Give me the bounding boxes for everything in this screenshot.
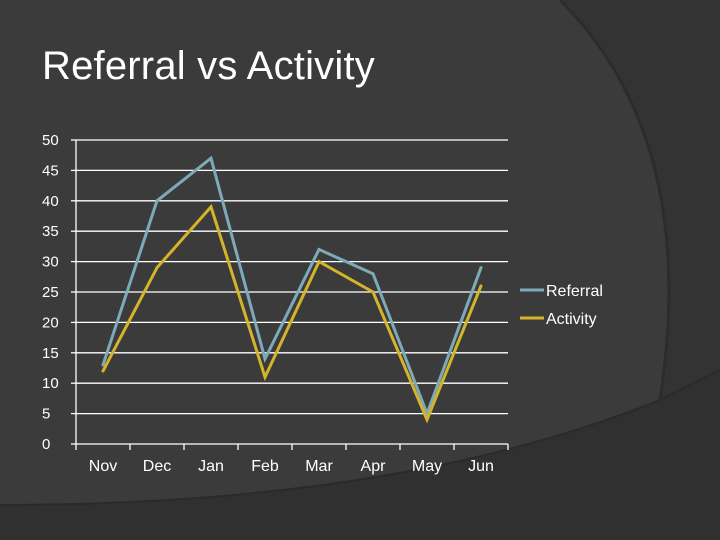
data-point-referral-jun bbox=[479, 266, 483, 270]
y-tick-label: 5 bbox=[42, 406, 50, 423]
y-tick-label: 0 bbox=[42, 436, 50, 453]
legend-label-referral: Referral bbox=[546, 283, 603, 300]
y-tick-label: 45 bbox=[42, 162, 59, 179]
y-tick-label: 50 bbox=[42, 132, 59, 149]
y-tick-label: 25 bbox=[42, 284, 59, 301]
data-point-activity-jun bbox=[479, 284, 483, 288]
series-line-activity bbox=[101, 203, 483, 424]
data-point-activity-mar bbox=[317, 260, 321, 264]
data-point-activity-jan bbox=[209, 205, 213, 209]
legend: Referral Activity bbox=[520, 283, 603, 328]
x-tick-label-may: May bbox=[412, 458, 442, 475]
x-tick-label-jan: Jan bbox=[198, 458, 224, 475]
axis-layer: 0 5 10 15 20 25 30 35 40 45 50 Nov Dec Jan Feb Mar Apr Ma… bbox=[42, 132, 509, 475]
data-point-referral-feb bbox=[263, 357, 267, 361]
data-point-activity-nov bbox=[101, 369, 105, 373]
data-point-referral-apr bbox=[371, 272, 375, 276]
y-tick-label: 15 bbox=[42, 345, 59, 362]
x-tick-label-nov: Nov bbox=[89, 458, 117, 475]
x-tick-label-feb: Feb bbox=[251, 458, 279, 475]
data-point-activity-dec bbox=[155, 266, 159, 270]
series-layer bbox=[101, 155, 483, 424]
x-tick-label-jun: Jun bbox=[468, 458, 494, 475]
data-point-referral-nov bbox=[101, 363, 105, 367]
data-point-referral-dec bbox=[155, 199, 159, 203]
data-point-activity-apr bbox=[371, 290, 375, 294]
slide-title: Referral vs Activity bbox=[42, 44, 375, 88]
series-line-referral bbox=[101, 155, 483, 418]
x-tick-label-apr: Apr bbox=[361, 458, 387, 475]
data-point-activity-may bbox=[425, 418, 429, 422]
data-point-referral-jan bbox=[209, 156, 213, 160]
x-tick-label-mar: Mar bbox=[305, 458, 333, 475]
x-tick-label-dec: Dec bbox=[143, 458, 171, 475]
y-tick-label: 30 bbox=[42, 254, 59, 271]
data-point-referral-mar bbox=[317, 247, 321, 251]
y-tick-label: 40 bbox=[42, 193, 59, 210]
data-point-activity-feb bbox=[263, 375, 267, 379]
y-tick-label: 10 bbox=[42, 375, 59, 392]
y-tick-label: 20 bbox=[42, 314, 59, 331]
y-tick-label: 35 bbox=[42, 223, 59, 240]
grid-layer bbox=[76, 139, 508, 445]
legend-label-activity: Activity bbox=[546, 311, 597, 328]
